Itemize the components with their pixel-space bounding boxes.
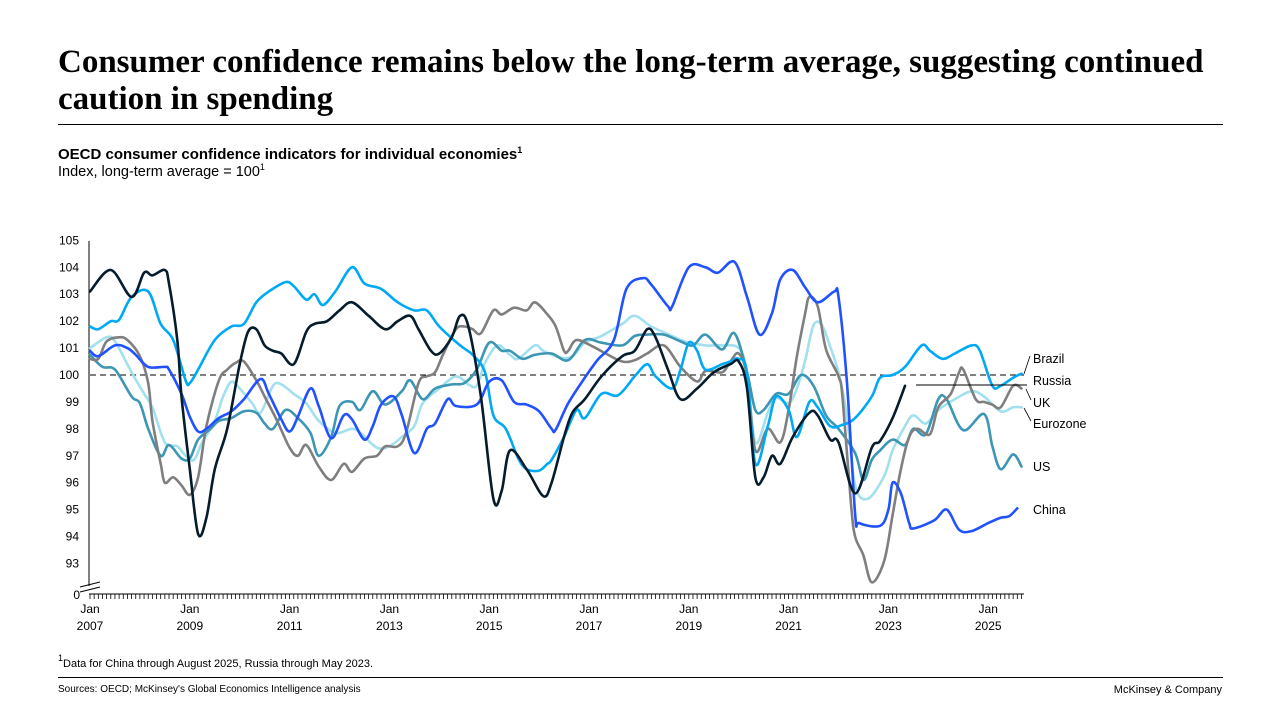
x-tick-label-month: Jan	[679, 602, 698, 616]
x-tick-label-month: Jan	[280, 602, 299, 616]
uk-label-connector	[1025, 388, 1032, 401]
y-tick-label: 98	[66, 422, 80, 436]
series-line-russia	[88, 268, 907, 538]
eurozone-label-connector	[1023, 407, 1032, 422]
y-axis-tick-labels: 93 94 95 96 97 98 99 100 101 102 103 104 105	[59, 233, 79, 570]
chart-title-footnote-marker: 1	[517, 145, 523, 155]
footnote: 1Data for China through August 2025, Rus…	[58, 654, 374, 671]
x-tick-label-year: 2025	[975, 619, 1002, 633]
footer-divider	[58, 677, 1223, 678]
chart-title-text: OECD consumer confidence indicators for …	[58, 146, 518, 163]
y-tick-label: 105	[59, 233, 79, 247]
x-tick-label-month: Jan	[380, 602, 399, 616]
x-tick-label-year: 2021	[775, 619, 802, 633]
x-axis-tick-labels: Jan 2007 Jan 2009 Jan 2011 Jan 2013 Jan 2015 Jan 20…	[77, 602, 1002, 633]
series-label-uk: UK	[1033, 396, 1051, 410]
x-tick-label-month: Jan	[480, 602, 499, 616]
series-label-eurozone: Eurozone	[1033, 417, 1087, 431]
page-title: Consumer confidence remains below the lo…	[58, 44, 1204, 117]
chart-unit-footnote-marker: 1	[259, 162, 265, 172]
x-tick-label-year: 2013	[376, 619, 403, 633]
y-axis-break-mark	[79, 581, 101, 588]
series-line-china	[88, 259, 1019, 534]
x-tick-label-year: 2023	[875, 619, 902, 633]
x-tick-label-year: 2015	[476, 619, 503, 633]
y-tick-label: 102	[59, 314, 79, 328]
x-tick-label-month: Jan	[779, 602, 798, 616]
series-line-us	[88, 331, 1023, 482]
y-tick-label: 97	[66, 449, 80, 463]
y-axis-break-mark	[79, 586, 101, 593]
series-label-russia: Russia	[1033, 374, 1071, 388]
x-tick-label-year: 2019	[675, 619, 702, 633]
series-label-china: China	[1033, 503, 1066, 517]
y-tick-label: 100	[59, 368, 79, 382]
x-tick-label-year: 2011	[277, 619, 303, 633]
y-tick-label: 93	[66, 556, 80, 570]
y-tick-label: 96	[66, 476, 80, 490]
chart-unit-text: Index, long-term average = 100	[58, 164, 260, 180]
series-lines	[88, 259, 1023, 584]
series-label-us: US	[1033, 460, 1050, 474]
chart-unit-label: Index, long-term average = 1001	[58, 162, 265, 181]
x-tick-label-month: Jan	[979, 602, 998, 616]
x-tick-label-month: Jan	[180, 602, 199, 616]
y-tick-label: 101	[59, 341, 79, 355]
x-tick-label-month: Jan	[879, 602, 898, 616]
x-tick-label-year: 2007	[77, 619, 104, 633]
chart-title: OECD consumer confidence indicators for …	[58, 145, 523, 164]
x-tick-label-year: 2009	[176, 619, 203, 633]
y-tick-label: 95	[66, 503, 80, 517]
x-tick-label-year: 2017	[576, 619, 603, 633]
y-axis-break-label: 0	[73, 588, 80, 602]
sources-note: Sources: OECD; McKinsey's Global Economi…	[58, 684, 361, 695]
footnote-text: Data for China through August 2025, Russ…	[63, 658, 374, 670]
y-tick-label: 103	[59, 287, 79, 301]
y-tick-label: 104	[59, 260, 79, 274]
x-tick-label-month: Jan	[80, 602, 99, 616]
series-line-eurozone	[88, 314, 1023, 501]
series-line-uk	[88, 295, 1023, 584]
brand-name: McKinsey & Company	[1113, 684, 1222, 696]
brazil-label-connector	[1023, 355, 1031, 375]
x-axis-ticks	[89, 594, 1022, 599]
title-divider	[58, 124, 1223, 125]
y-tick-label: 99	[66, 395, 80, 409]
series-line-brazil	[88, 266, 1023, 473]
series-label-brazil: Brazil	[1033, 352, 1064, 366]
y-tick-label: 94	[66, 530, 80, 544]
x-tick-label-month: Jan	[579, 602, 598, 616]
footnote-marker: 1	[58, 653, 64, 663]
